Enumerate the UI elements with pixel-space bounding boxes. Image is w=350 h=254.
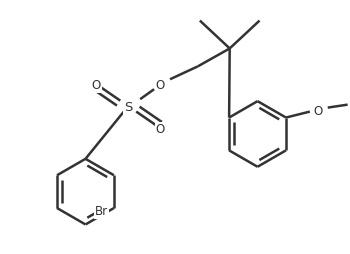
Text: Br: Br	[95, 205, 108, 218]
Text: O: O	[155, 79, 165, 92]
Text: O: O	[313, 105, 322, 118]
Text: S: S	[124, 101, 132, 114]
Text: O: O	[92, 79, 101, 92]
Text: O: O	[155, 123, 165, 136]
